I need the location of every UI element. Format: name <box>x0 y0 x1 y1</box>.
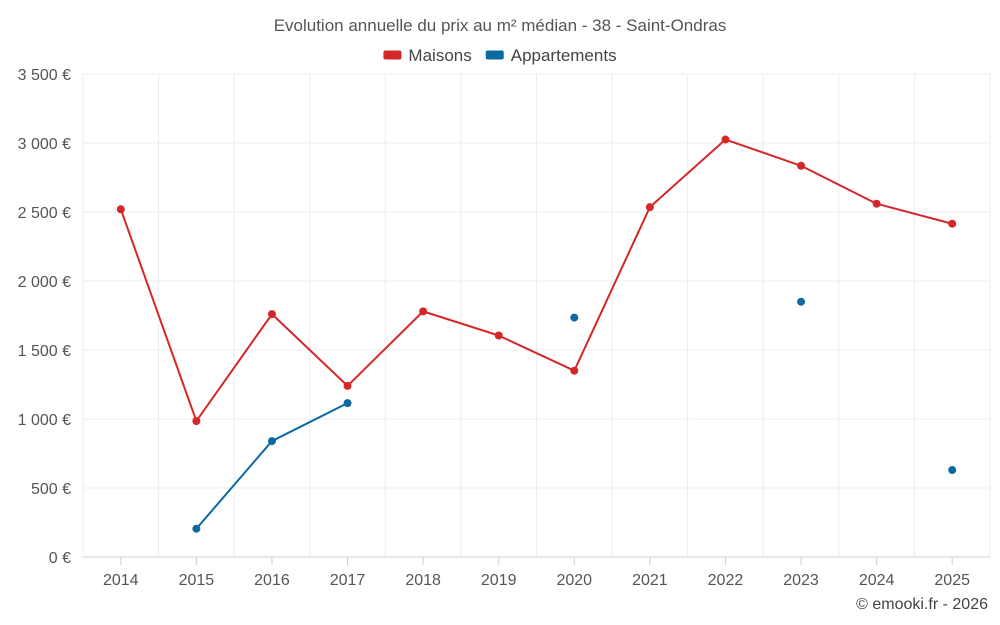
x-tick-label: 2023 <box>783 572 819 589</box>
x-tick-label: 2014 <box>103 572 139 589</box>
legend-swatch <box>485 50 504 60</box>
series-maisons <box>116 135 957 426</box>
credit-text: © emooki.fr - 2026 <box>856 596 988 613</box>
x-tick-label: 2024 <box>859 572 895 589</box>
x-tick-label: 2018 <box>405 572 441 589</box>
x-tick-label: 2019 <box>481 572 517 589</box>
series-layer <box>116 135 957 533</box>
data-point[interactable] <box>267 310 276 319</box>
data-point[interactable] <box>267 437 276 446</box>
y-tick-label: 1 000 € <box>18 412 71 429</box>
x-tick-label: 2025 <box>934 572 970 589</box>
data-point[interactable] <box>797 297 806 306</box>
data-point[interactable] <box>645 203 654 212</box>
x-tick-label: 2015 <box>179 572 215 589</box>
legend-swatch <box>383 50 402 60</box>
y-tick-label: 2 500 € <box>18 205 71 222</box>
x-tick-label: 2017 <box>330 572 366 589</box>
series-appartements <box>192 297 957 533</box>
x-tick-label: 2021 <box>632 572 668 589</box>
legend-label: Maisons <box>408 46 471 65</box>
data-point[interactable] <box>570 366 579 375</box>
y-tick-label: 0 € <box>49 550 71 567</box>
data-point[interactable] <box>872 199 881 208</box>
data-point[interactable] <box>570 313 579 322</box>
y-tick-label: 1 500 € <box>18 343 71 360</box>
x-tick-label: 2022 <box>708 572 744 589</box>
grid <box>82 73 991 558</box>
y-tick-label: 2 000 € <box>18 274 71 291</box>
data-point[interactable] <box>797 161 806 170</box>
data-point[interactable] <box>192 524 201 533</box>
x-tick-label: 2016 <box>254 572 290 589</box>
data-point[interactable] <box>948 466 957 475</box>
legend-label: Appartements <box>511 46 617 65</box>
y-tick-label: 3 500 € <box>18 67 71 84</box>
x-tick-label: 2020 <box>556 572 592 589</box>
legend-item[interactable]: Appartements <box>485 46 617 65</box>
chart-title: Evolution annuelle du prix au m² médian … <box>274 16 727 35</box>
series-line <box>119 138 953 423</box>
data-point[interactable] <box>343 399 352 408</box>
data-point[interactable] <box>116 205 125 214</box>
data-point[interactable] <box>343 381 352 390</box>
data-point[interactable] <box>948 219 957 228</box>
legend-item[interactable]: Maisons <box>383 46 472 65</box>
x-axis: 2014 2015 2016 2017 2018 2019 2020 2021 2022 2023… <box>103 557 970 589</box>
y-tick-label: 3 000 € <box>18 136 71 153</box>
y-axis: 0 € 500 € 1 000 € 1 500 € 2 000 € 2 500 € 3 00… <box>18 67 71 567</box>
y-tick-label: 500 € <box>31 481 71 498</box>
legend: Maisons Appartements <box>383 46 617 65</box>
data-point[interactable] <box>494 331 503 340</box>
data-point[interactable] <box>419 307 428 316</box>
data-point[interactable] <box>192 417 201 426</box>
series-line <box>195 402 348 530</box>
data-point[interactable] <box>721 135 730 144</box>
